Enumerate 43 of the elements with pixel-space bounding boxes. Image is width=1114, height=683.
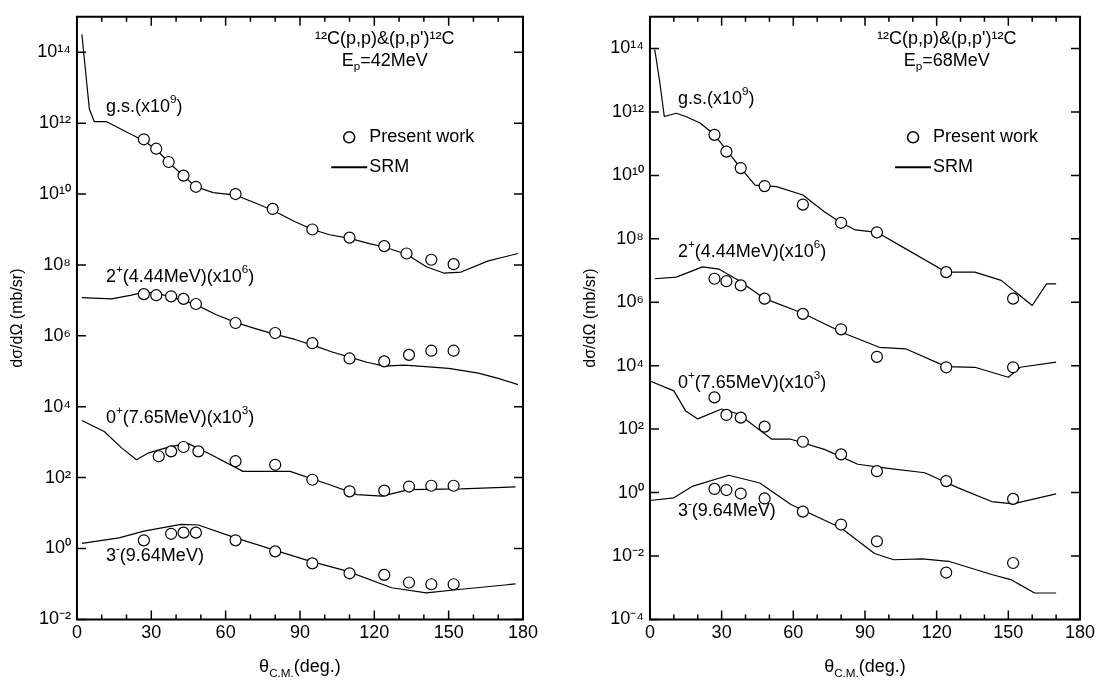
legend-label: SRM	[933, 156, 974, 177]
x-tick-label: 120	[359, 622, 390, 643]
legend-label: SRM	[369, 156, 410, 177]
y-tick-label: 10⁻⁴	[610, 608, 644, 629]
y-tick-label: 10⁰	[617, 481, 644, 502]
y-tick-label: 10⁰	[44, 537, 71, 558]
legend-label: Present work	[369, 126, 476, 147]
x-tick-label: 60	[783, 622, 804, 643]
y-tick-label: 10¹⁰	[611, 164, 644, 185]
x-tick-label: 0	[644, 622, 655, 643]
y-tick-label: 10⁶	[43, 324, 71, 345]
y-tick-label: 10⁸	[43, 253, 71, 274]
y-tick-label: 10¹²	[611, 100, 644, 121]
x-tick-label: 180	[1064, 622, 1096, 643]
y-tick-label: 10⁸	[616, 227, 644, 248]
text: ¹²C(p,p)&(p,p')¹²C	[876, 27, 1017, 48]
y-axis-title: dσ/dΩ (mb/sr)	[581, 268, 599, 368]
y-tick-label: 10⁴	[616, 354, 644, 375]
legend-label: Present work	[933, 126, 1040, 147]
y-axis-title: dσ/dΩ (mb/sr)	[8, 268, 26, 368]
y-tick-label: 10⁴	[43, 395, 71, 416]
x-tick-label: 30	[141, 622, 162, 643]
y-tick-label: 10¹⁴	[37, 41, 71, 62]
y-tick-label: 10²	[617, 418, 644, 439]
x-tick-label: 90	[854, 622, 875, 643]
x-tick-label: 30	[711, 622, 732, 643]
x-tick-label: 90	[289, 622, 310, 643]
y-tick-label: 10⁻²	[611, 544, 644, 565]
y-tick-label: 10¹⁴	[610, 37, 644, 58]
y-tick-label: 10⁻²	[38, 608, 71, 629]
annotation: 3-(9.64MeV)	[105, 540, 204, 565]
x-tick-label: 60	[215, 622, 236, 643]
x-tick-label: 120	[921, 622, 952, 643]
x-tick-label: 180	[507, 622, 539, 643]
annotation: 3-(9.64MeV)	[677, 496, 776, 521]
y-tick-label: 10¹²	[38, 112, 71, 133]
y-tick-label: 10²	[44, 466, 71, 487]
x-tick-label: 150	[993, 622, 1024, 643]
x-tick-label: 0	[71, 622, 82, 643]
y-tick-label: 10¹⁰	[38, 183, 71, 203]
text: ¹²C(p,p)&(p,p')¹²C	[315, 27, 455, 48]
y-tick-label: 10⁶	[616, 291, 644, 312]
x-tick-label: 150	[433, 622, 464, 643]
